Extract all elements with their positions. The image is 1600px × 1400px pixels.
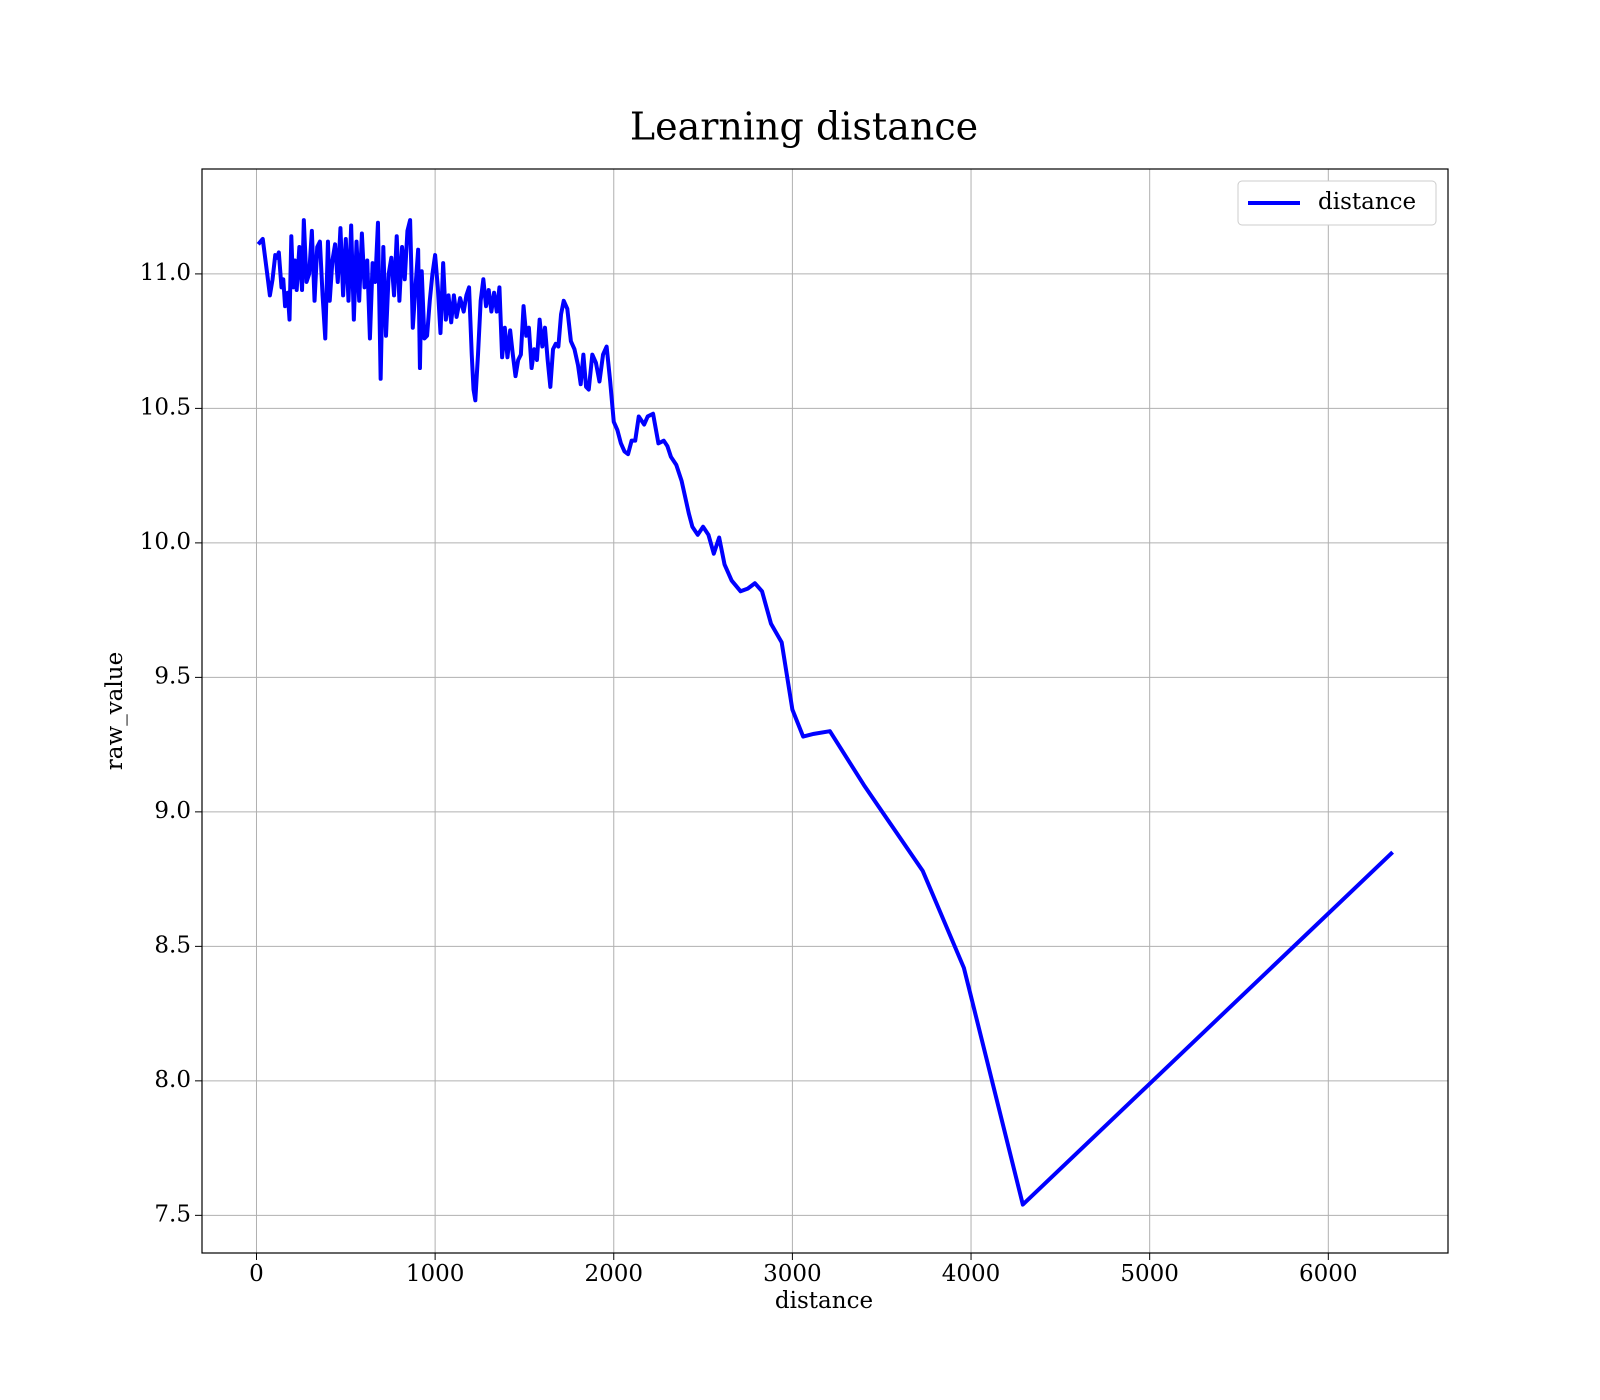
x-tick-label: 5000 <box>1120 1261 1179 1287</box>
legend-box <box>1237 180 1437 226</box>
y-tick-label: 8.0 <box>154 1067 191 1093</box>
legend-label: distance <box>1318 189 1416 215</box>
x-tick-label: 4000 <box>942 1261 1001 1287</box>
y-tick-label: 10.5 <box>140 394 191 420</box>
y-tick-label: 9.5 <box>154 663 191 689</box>
y-tick-label: 8.5 <box>154 932 191 958</box>
y-tick-label: 11.0 <box>140 260 191 286</box>
chart-title: Learning distance <box>630 105 978 149</box>
x-tick-label: 3000 <box>763 1261 822 1287</box>
x-tick-label: 1000 <box>406 1261 465 1287</box>
y-tick-label: 7.5 <box>154 1201 191 1227</box>
x-tick-label: 6000 <box>1299 1261 1358 1287</box>
y-axis-label: raw_value <box>102 652 128 770</box>
y-tick-label: 10.0 <box>140 529 191 555</box>
data-line <box>256 218 1394 1207</box>
x-axis-label: distance <box>775 1288 873 1314</box>
legend: distance <box>1237 180 1437 226</box>
plot-frame <box>201 168 1449 1254</box>
x-tick-label: 0 <box>249 1261 264 1287</box>
x-tick-label: 2000 <box>584 1261 643 1287</box>
y-tick-label: 9.0 <box>154 798 191 824</box>
